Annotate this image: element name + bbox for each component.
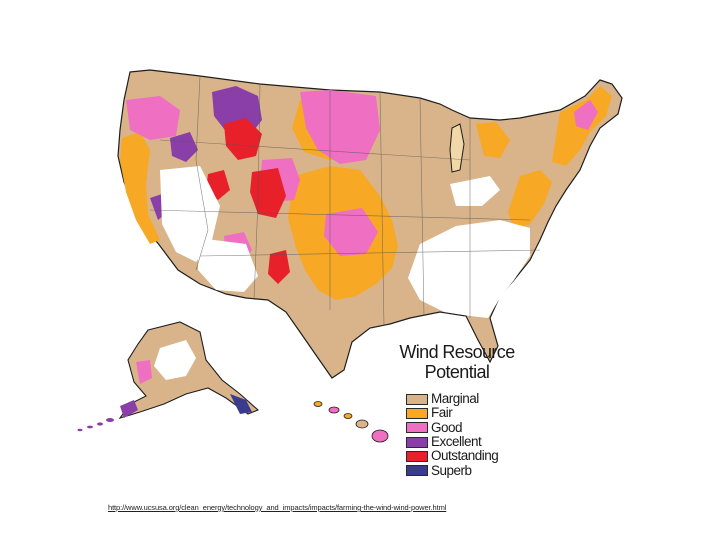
low-resource-nevada-utah	[160, 166, 220, 262]
legend: Wind Resource Potential Marginal Fair Go…	[382, 342, 552, 478]
outstanding-zone-colorado	[268, 250, 290, 284]
low-resource-arizona	[198, 238, 258, 292]
good-zone-kansas	[324, 208, 378, 256]
legend-label-good: Good	[431, 419, 463, 435]
legend-title-line1: Wind Resource	[399, 342, 515, 362]
legend-item-outstanding: Outstanding	[406, 449, 552, 463]
low-resource-midwest	[450, 176, 500, 206]
legend-swatch-good	[406, 422, 428, 434]
outstanding-zone-montana	[224, 118, 262, 160]
fair-zone-appalachia	[508, 170, 552, 230]
legend-item-good: Good	[406, 419, 552, 435]
legend-swatch-fair	[406, 407, 428, 419]
lake-michigan	[449, 123, 465, 173]
legend-label-marginal: Marginal	[431, 391, 479, 407]
legend-item-superb: Superb	[406, 463, 552, 477]
aleutian-islands	[77, 418, 114, 432]
outstanding-zone-wyoming	[250, 168, 286, 218]
legend-title-line2: Potential	[424, 362, 490, 382]
legend-swatch-outstanding	[406, 450, 428, 462]
source-link[interactable]: http://www.ucsusa.org/clean_energy/techn…	[108, 503, 447, 512]
alaska-superb-panhandle	[230, 394, 252, 414]
state-borders	[149, 75, 541, 327]
legend-swatch-marginal	[406, 393, 428, 405]
legend-item-marginal: Marginal	[406, 392, 552, 406]
legend-title: Wind Resource Potential	[382, 342, 532, 382]
good-zone-montana	[300, 90, 380, 164]
legend-item-excellent: Excellent	[406, 435, 552, 449]
good-zone-pacific-nw	[126, 96, 180, 140]
alaska-good-coast	[136, 360, 152, 384]
legend-swatch-superb	[406, 465, 428, 477]
legend-label-excellent: Excellent	[431, 434, 482, 450]
fair-zone-great-lakes	[476, 122, 510, 158]
good-zone-new-england	[574, 100, 598, 130]
legend-label-fair: Fair	[431, 405, 453, 421]
legend-item-fair: Fair	[406, 406, 552, 420]
legend-items: Marginal Fair Good Excellent Outstanding…	[406, 392, 552, 478]
alaska-white-interior	[154, 340, 196, 380]
excellent-zone-northwest	[170, 132, 198, 162]
legend-label-outstanding: Outstanding	[431, 448, 499, 464]
low-resource-southeast	[408, 220, 530, 318]
hawaii-islands	[313, 401, 389, 443]
legend-swatch-excellent	[406, 436, 428, 448]
legend-label-superb: Superb	[431, 462, 472, 478]
fair-zone-west-coast	[120, 132, 160, 244]
alaska-excellent-peninsula	[120, 400, 138, 418]
